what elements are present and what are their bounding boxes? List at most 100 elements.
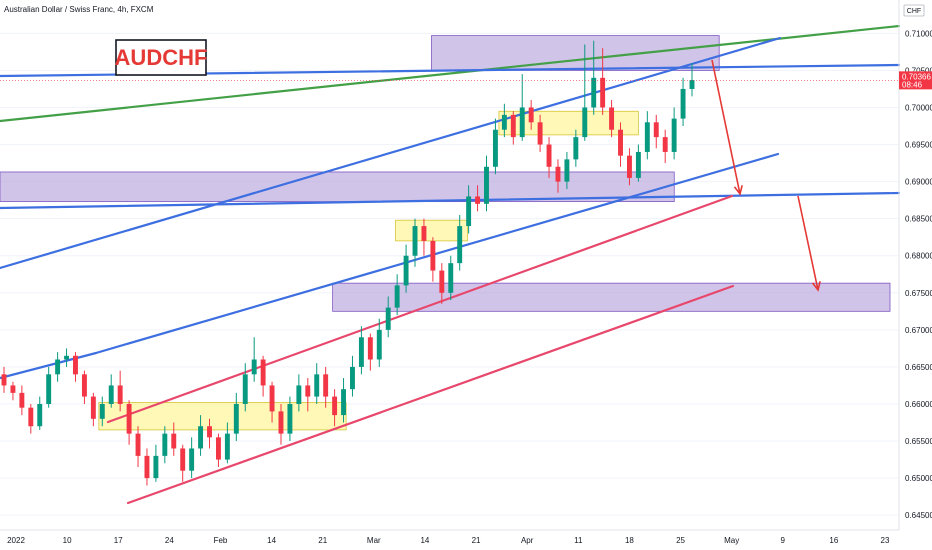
blue-channel-lower-left[interactable] [0,351,98,380]
candle-body[interactable] [555,166,561,182]
candle-body[interactable] [609,107,615,130]
candle-body[interactable] [662,137,668,152]
candle-body[interactable] [1,374,7,386]
candle-body[interactable] [189,448,195,471]
candle-body[interactable] [207,426,212,438]
time-axis[interactable]: 2022 10 17 24 Feb 14 21 Mar 14 21 Apr 11 18 25 May 9 16 2… [0,529,899,545]
candle-body[interactable] [671,118,677,152]
candle-body[interactable] [260,359,266,386]
candle-body[interactable] [198,426,204,449]
candle-body[interactable] [90,396,96,419]
resistance-zone[interactable] [332,282,891,312]
candle-body[interactable] [251,359,257,375]
candle-body[interactable] [108,385,114,404]
candle-body[interactable] [537,122,543,145]
blue-support-line[interactable] [0,191,901,210]
candle-body[interactable] [430,240,436,271]
green-trendline[interactable] [0,24,901,123]
consolidation-zone[interactable] [98,402,347,431]
candle-body[interactable] [546,144,552,167]
candle-body[interactable] [305,385,311,397]
candle-body[interactable] [689,80,695,89]
candle-body[interactable] [269,385,275,412]
candle-body[interactable] [385,307,391,330]
candle-body[interactable] [484,166,489,204]
candle-body[interactable] [501,114,507,130]
candle-body[interactable] [19,392,25,408]
candle-body[interactable] [64,355,70,360]
candle-body[interactable] [564,159,570,182]
candle-body[interactable] [135,433,141,456]
candle-body[interactable] [287,403,293,434]
candle-body[interactable] [591,77,597,108]
candle-body[interactable] [233,403,239,434]
candle-body[interactable] [626,155,632,178]
candle-body[interactable] [73,355,78,375]
candle-body[interactable] [278,411,284,434]
blue-channel-upper[interactable] [0,36,782,270]
candle-body[interactable] [350,366,355,390]
candle-body[interactable] [367,337,373,360]
candle-body[interactable] [81,374,87,397]
candle-body[interactable] [519,107,525,138]
candle-body[interactable] [466,196,472,227]
candle-body[interactable] [28,407,34,427]
candle-body[interactable] [644,122,650,152]
candle-body[interactable] [171,433,177,449]
candle-body[interactable] [600,77,606,108]
candle-body[interactable] [341,389,346,416]
candle-body[interactable] [653,122,659,138]
candle-body[interactable] [162,433,168,456]
candle-body[interactable] [323,374,329,397]
candle-body[interactable] [412,226,418,256]
candle-body[interactable] [117,385,123,404]
time-tick-label: Feb [214,536,228,545]
blue-channel-lower[interactable] [94,152,780,355]
candle-body[interactable] [403,255,409,286]
price-axis[interactable]: 0.71000 0.70500 0.70000 0.69500 0.69000 0.685… [898,0,932,530]
time-tick-label: Mar [367,536,381,545]
candle-body[interactable] [153,455,159,479]
symbol-annotation-box[interactable]: AUDCHF [115,39,208,76]
consolidation-zone[interactable] [395,219,468,242]
candle-body[interactable] [215,437,221,460]
pink-channel-lower[interactable] [126,284,735,505]
candle-body[interactable] [314,374,320,397]
candle-body[interactable] [528,107,534,123]
candle-body[interactable] [296,385,302,404]
candle-body[interactable] [475,196,481,204]
candle-body[interactable] [635,151,641,178]
candle-body[interactable] [457,226,463,264]
candle-body[interactable] [582,107,588,138]
candle-body[interactable] [332,396,338,416]
candle-body[interactable] [394,285,400,308]
resistance-zone[interactable] [0,171,675,203]
resistance-zone[interactable] [431,35,720,71]
candle-body[interactable] [680,88,686,119]
candle-body[interactable] [180,448,186,471]
price-tick-label: 0.68500 [905,215,932,224]
candle-body[interactable] [618,129,623,156]
candle-body[interactable] [242,374,248,404]
consolidation-zone[interactable] [498,110,639,136]
candle-body[interactable] [510,114,516,138]
candle-body[interactable] [224,433,230,460]
candle-body[interactable] [448,263,454,293]
candle-body[interactable] [144,455,150,479]
time-tick-label: 2022 [7,536,25,545]
candle-body[interactable] [376,329,382,360]
candle-body[interactable] [99,403,105,419]
pink-channel-upper[interactable] [106,194,734,424]
candles-layer[interactable] [1,40,695,486]
candle-body[interactable] [37,403,43,427]
candle-body[interactable] [126,403,132,434]
candle-body[interactable] [439,270,445,293]
candle-body[interactable] [10,385,16,393]
candle-body[interactable] [55,359,61,375]
candle-body[interactable] [573,137,579,160]
candle-body[interactable] [421,226,427,241]
candle-body[interactable] [492,129,498,167]
candle-body[interactable] [358,337,364,367]
candle-body[interactable] [46,374,52,404]
